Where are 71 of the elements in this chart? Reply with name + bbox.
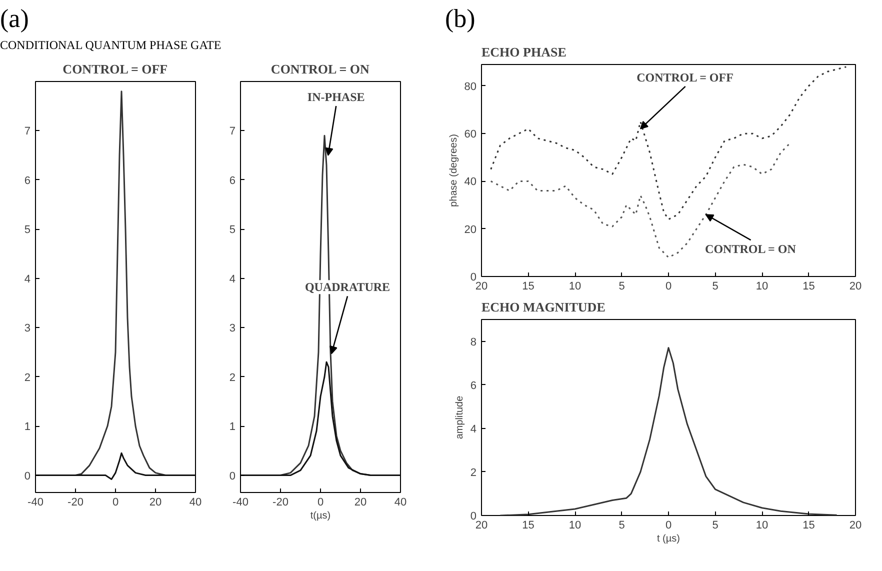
y-tick-label: 1 [229,421,236,434]
y-tick-label: 4 [470,424,477,436]
y-tick-label: 80 [464,81,477,94]
line-series [36,452,196,480]
x-tick-label: 20 [354,496,367,509]
x-tick-label: 5 [618,520,625,532]
x-tick-label: 5 [618,280,625,293]
y-tick-label: 3 [229,322,236,335]
x-tick-label: 10 [568,280,582,293]
x-tick-label: -20 [68,496,84,509]
y-tick-label: 20 [464,224,477,236]
x-tick-label: -40 [28,496,44,509]
chart-title: CONTROL = ON [270,62,370,77]
y-tick-label: 8 [470,336,477,348]
y-tick-label: 60 [464,128,477,141]
annotation: CONTROL = OFF [636,70,734,85]
line-series [490,66,847,220]
text: CONDITIONAL QUANTUM PHASE GATE [0,37,222,54]
x-tick-label: 0 [112,496,119,509]
x-tick-label: 40 [394,496,407,509]
y-tick-label: 0 [229,470,236,483]
text: (a) [0,3,29,35]
x-axis-title: t(µs) [310,510,331,522]
x-tick-label: 0 [665,280,672,293]
y-tick-label: 4 [229,274,236,286]
y-tick-label: 6 [470,380,477,392]
x-tick-label: 0 [665,520,672,532]
x-tick-label: 15 [522,520,534,532]
x-tick-label: 5 [712,520,718,532]
x-tick-label: 15 [802,280,815,293]
chart-title: ECHO PHASE [482,44,566,60]
y-tick-label: 5 [24,224,31,236]
y-tick-label: 5 [229,224,236,236]
chart-title: CONTROL = OFF [62,62,168,77]
y-tick-label: 0 [24,470,31,483]
x-tick-label: -40 [232,496,248,509]
text: (b) [445,3,476,35]
y-tick-label: 0 [470,272,477,284]
x-tick-label: 0 [317,496,324,509]
y-tick-label: 2 [24,372,31,384]
y-tick-label: 1 [24,421,31,434]
y-tick-label: 2 [470,467,477,480]
y-tick-label: 4 [24,274,31,286]
y-tick-label: 6 [229,175,236,188]
annotation: IN-PHASE [307,90,365,104]
annotation: CONTROL = ON [705,242,796,256]
x-tick-label: -20 [272,496,288,509]
x-tick-label: 20 [149,496,162,509]
y-tick-label: 2 [229,372,236,384]
y-tick-label: 40 [464,176,477,188]
chart-title: ECHO MAGNITUDE [482,300,606,315]
y-tick-label: 0 [470,510,477,523]
y-tick-label: 7 [24,126,31,138]
x-tick-label: 15 [522,280,534,293]
x-axis-title: t (µs) [657,534,680,545]
x-tick-label: 10 [756,520,768,532]
annotation: QUADRATURE [304,280,390,294]
x-tick-label: 10 [568,520,582,532]
y-tick-label: 7 [229,126,236,138]
x-tick-label: 20 [849,280,862,293]
x-tick-label: 5 [712,280,718,293]
x-tick-label: 15 [802,520,815,532]
x-tick-label: 40 [189,496,202,509]
line-series [499,347,838,516]
y-axis-title: amplitude [454,396,466,440]
x-tick-label: 10 [756,280,768,293]
y-tick-label: 3 [24,322,31,335]
line-series [240,362,400,476]
y-axis-title: phase (degrees) [448,134,460,208]
y-tick-label: 6 [24,175,31,188]
x-tick-label: 20 [849,520,862,532]
